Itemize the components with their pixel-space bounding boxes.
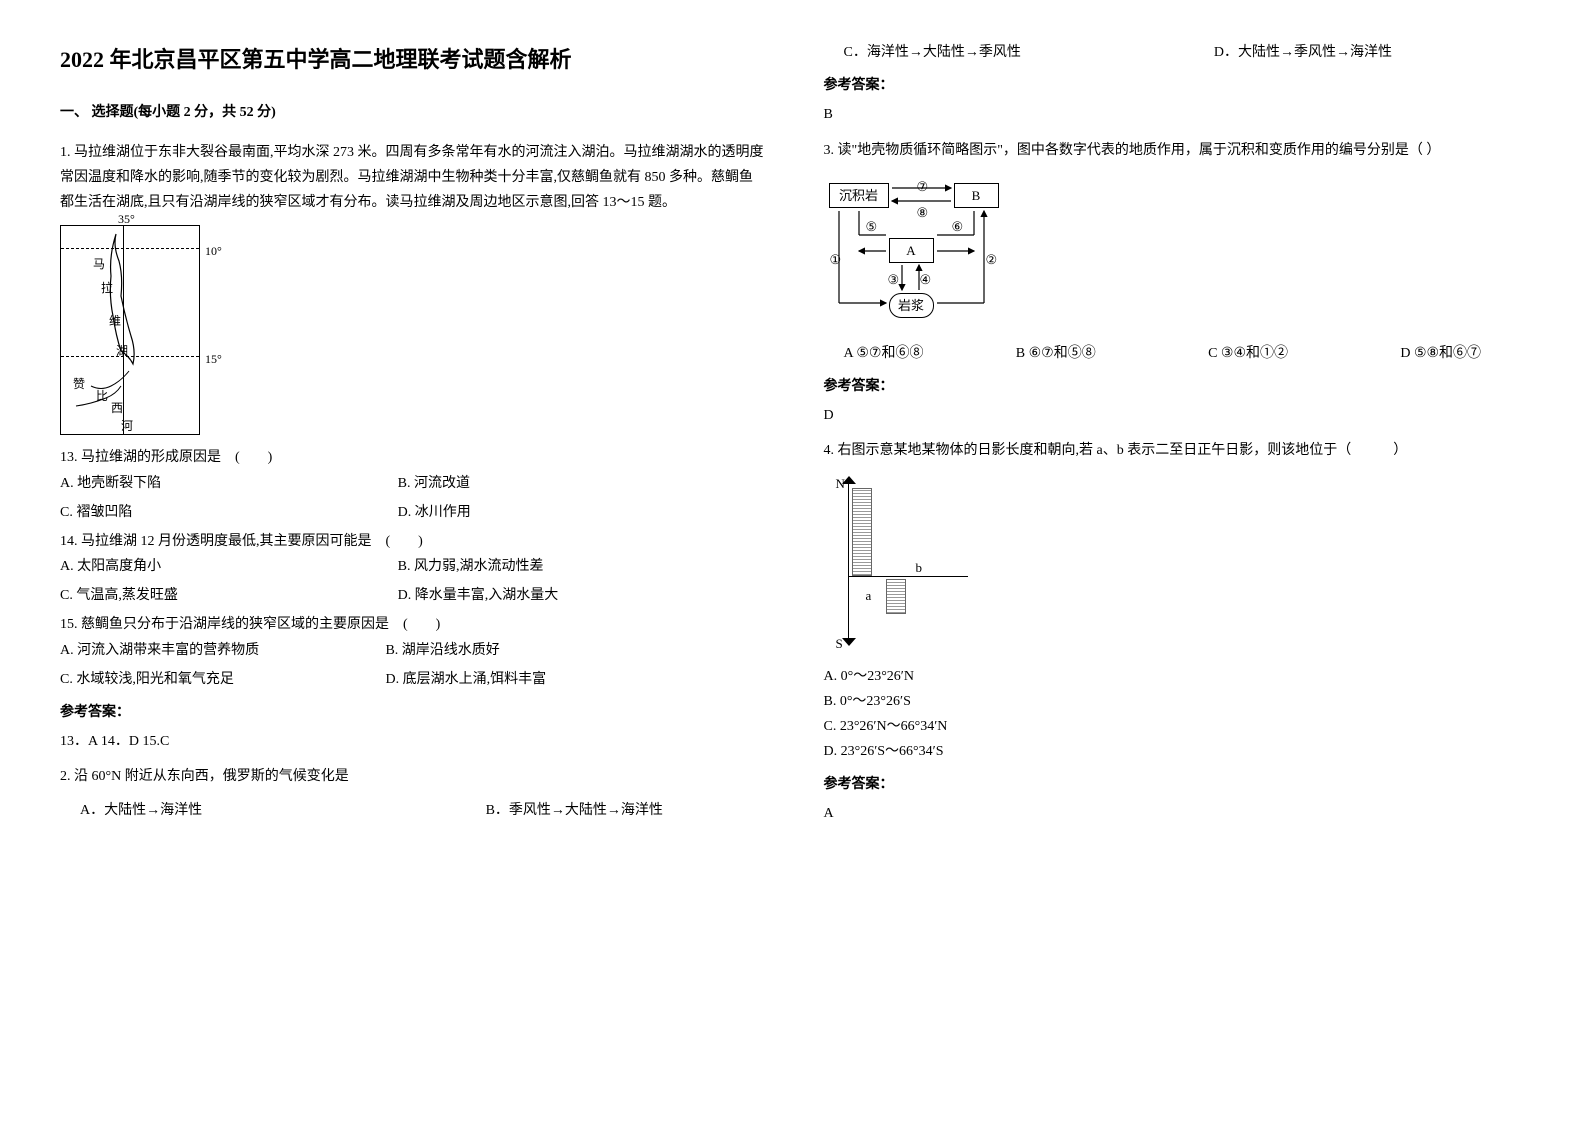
q1-answer-label: 参考答案： <box>60 700 764 725</box>
q14-a: A. 太阳高度角小 <box>60 554 398 579</box>
question-1: 1. 马拉维湖位于东非大裂谷最南面,平均水深 273 米。四周有多条常年有水的河… <box>60 140 764 755</box>
q13-c: C. 褶皱凹陷 <box>60 500 398 525</box>
q2-options-row1: A．大陆性→海洋性 B．季风性→大陆性→海洋性 <box>60 798 764 823</box>
arrow-up-icon <box>842 476 856 486</box>
q15-b: B. 湖岸沿线水质好 <box>385 638 499 663</box>
map-hu: 湖 <box>116 341 128 363</box>
left-column: 2022 年北京昌平区第五中学高二地理联考试题含解析 一、 选择题(每小题 2 … <box>60 40 764 837</box>
q3-b: B ⑥⑦和⑤⑧ <box>1016 341 1206 366</box>
map-ma: 马 <box>93 254 105 276</box>
q2-a: A．大陆性→海洋性 <box>60 798 482 823</box>
map-zan: 赞 <box>73 374 85 396</box>
q3-answer-label: 参考答案： <box>824 374 1528 399</box>
q4-d: D. 23°26′S～66°34′S <box>824 739 1528 764</box>
q3-c: C ③④和①② <box>1208 341 1398 366</box>
shadow-bar-top <box>852 488 872 576</box>
map-la: 拉 <box>101 278 113 300</box>
q2-b: B．季风性→大陆性→海洋性 <box>486 803 663 818</box>
shadow-bar-bottom <box>886 579 906 614</box>
q3-d: D ⑤⑧和⑥⑦ <box>1400 341 1527 366</box>
question-3: 3. 读"地壳物质循环简略图示"，图中各数字代表的地质作用，属于沉积和变质作用的… <box>824 138 1528 429</box>
q14-d: D. 降水量丰富,入湖水量大 <box>398 583 736 608</box>
q13-b: B. 河流改道 <box>398 471 736 496</box>
question-2: 2. 沿 60°N 附近从东向西，俄罗斯的气候变化是 A．大陆性→海洋性 B．季… <box>60 764 764 822</box>
map-wei: 维 <box>109 311 121 333</box>
q3-answer: D <box>824 403 1528 428</box>
q14-options: A. 太阳高度角小 B. 风力弱,湖水流动性差 <box>60 554 764 579</box>
exam-title: 2022 年北京昌平区第五中学高二地理联考试题含解析 <box>60 40 764 80</box>
q4-a: A. 0°～23°26′N <box>824 664 1528 689</box>
vertical-axis <box>848 482 850 640</box>
q15-options: A. 河流入湖带来丰富的营养物质 B. 湖岸沿线水质好 <box>60 638 764 663</box>
num-1: ① <box>830 248 842 271</box>
q13-d: D. 冰川作用 <box>398 500 736 525</box>
section-title: 一、 选择题(每小题 2 分，共 52 分) <box>60 100 764 125</box>
q1-answer: 13．A 14．D 15.C <box>60 729 764 754</box>
q4-answer: A <box>824 801 1528 826</box>
a-label: a <box>866 584 872 607</box>
q2-answer-label: 参考答案： <box>824 73 1528 98</box>
q14-b: B. 风力弱,湖水流动性差 <box>398 554 736 579</box>
num-2: ② <box>986 248 998 271</box>
q13-options: A. 地壳断裂下陷 B. 河流改道 <box>60 471 764 496</box>
rock-cycle-diagram: 沉积岩 B A 岩浆 <box>824 173 1044 323</box>
q2-options-row2: C．海洋性→大陆性→季风性 D．大陆性→季风性→海洋性 <box>824 40 1528 65</box>
q14-c: C. 气温高,蒸发旺盛 <box>60 583 398 608</box>
map-he: 河 <box>121 416 133 438</box>
q4-b: B. 0°～23°26′S <box>824 689 1528 714</box>
q4-text: 4. 右图示意某地某物体的日影长度和朝向,若 a、b 表示二至日正午日影，则该地… <box>824 438 1528 463</box>
q3-text: 3. 读"地壳物质循环简略图示"，图中各数字代表的地质作用，属于沉积和变质作用的… <box>824 138 1528 163</box>
map-box: 马 拉 维 湖 赞 比 西 河 <box>60 225 200 435</box>
num-7: ⑦ <box>917 175 929 198</box>
right-column: C．海洋性→大陆性→季风性 D．大陆性→季风性→海洋性 参考答案： B 3. 读… <box>824 40 1528 837</box>
num-8: ⑧ <box>917 201 929 224</box>
arrow-down-icon <box>842 636 856 646</box>
q4-answer-label: 参考答案： <box>824 772 1528 797</box>
q14-text: 14. 马拉维湖 12 月份透明度最低,其主要原因可能是 ( ) <box>60 529 764 554</box>
shadow-figure: N S b a <box>824 474 974 654</box>
q13-text: 13. 马拉维湖的形成原因是 ( ) <box>60 445 764 470</box>
q15-options-2: C. 水域较浅,阳光和氧气充足 D. 底层湖水上涌,饵料丰富 <box>60 667 764 692</box>
q4-c: C. 23°26′N～66°34′N <box>824 714 1528 739</box>
num-5: ⑤ <box>866 215 878 238</box>
q15-a: A. 河流入湖带来丰富的营养物质 <box>60 638 355 663</box>
q2-d: D．大陆性→季风性→海洋性 <box>1214 45 1392 60</box>
map-lat15: 15° <box>205 349 222 371</box>
q2-answer: B <box>824 102 1528 127</box>
question-4: 4. 右图示意某地某物体的日影长度和朝向,若 a、b 表示二至日正午日影，则该地… <box>824 438 1528 826</box>
b-label: b <box>916 556 923 579</box>
q3-options: A ⑤⑦和⑥⑧ B ⑥⑦和⑤⑧ C ③④和①② D ⑤⑧和⑥⑦ <box>824 341 1528 366</box>
q14-options-2: C. 气温高,蒸发旺盛 D. 降水量丰富,入湖水量大 <box>60 583 764 608</box>
q2-continued: C．海洋性→大陆性→季风性 D．大陆性→季风性→海洋性 参考答案： B <box>824 40 1528 128</box>
q2-c: C．海洋性→大陆性→季风性 <box>824 40 1211 65</box>
horizontal-axis <box>848 576 968 578</box>
q3-a: A ⑤⑦和⑥⑧ <box>824 341 1014 366</box>
diagram-arrows <box>824 173 1044 323</box>
q13-a: A. 地壳断裂下陷 <box>60 471 398 496</box>
q15-text: 15. 慈鲷鱼只分布于沿湖岸线的狭窄区域的主要原因是 ( ) <box>60 612 764 637</box>
num-3: ③ <box>888 268 900 291</box>
num-4: ④ <box>920 268 932 291</box>
q15-c: C. 水域较浅,阳光和氧气充足 <box>60 667 355 692</box>
num-6: ⑥ <box>952 215 964 238</box>
map-bi: 比 <box>96 386 108 408</box>
map-lat10: 10° <box>205 241 222 263</box>
lake-outline <box>61 226 201 436</box>
q15-d: D. 底层湖水上涌,饵料丰富 <box>385 667 546 692</box>
malawi-map-figure: 35° 马 拉 维 湖 赞 比 西 <box>60 225 764 435</box>
q2-text: 2. 沿 60°N 附近从东向西，俄罗斯的气候变化是 <box>60 764 764 789</box>
q13-options-2: C. 褶皱凹陷 D. 冰川作用 <box>60 500 764 525</box>
q1-intro: 1. 马拉维湖位于东非大裂谷最南面,平均水深 273 米。四周有多条常年有水的河… <box>60 140 764 216</box>
